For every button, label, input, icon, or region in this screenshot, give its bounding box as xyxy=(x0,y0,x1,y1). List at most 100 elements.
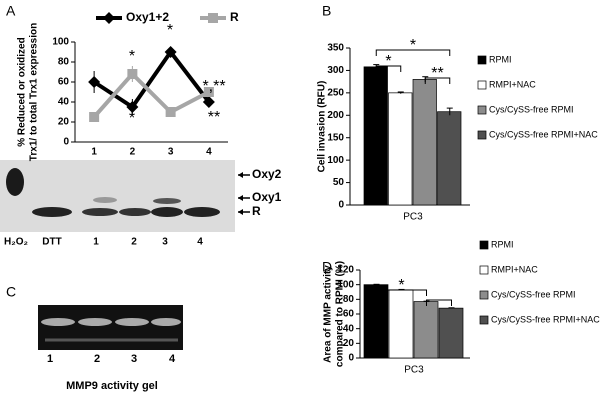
x-tick-label: 2 xyxy=(130,147,136,158)
y-tick-label: 80 xyxy=(343,294,355,305)
band-label: Oxy1 xyxy=(252,190,282,204)
y-tick-label: 80 xyxy=(58,57,70,68)
legend-swatch xyxy=(479,290,489,300)
bar xyxy=(413,301,439,359)
lane-label: 4 xyxy=(197,237,203,248)
annotation: ** xyxy=(431,65,443,82)
y-tick-label: 150 xyxy=(327,132,344,143)
legend-label: Cys/CySS-free RPMI+NAC xyxy=(489,129,598,139)
y-tick-label: 40 xyxy=(343,323,355,334)
marker xyxy=(164,46,177,58)
bar xyxy=(363,284,389,359)
arrow-head xyxy=(238,172,243,178)
annotation: * xyxy=(129,48,135,65)
y-axis-label: Cell invasion (RFU) xyxy=(317,81,328,173)
x-tick-label: 4 xyxy=(206,147,212,158)
bar xyxy=(412,79,437,206)
y-tick-label: 100 xyxy=(337,279,354,290)
bar xyxy=(437,111,462,206)
legend-label: Cys/CySS-free RPMI xyxy=(489,104,574,114)
y-tick-label: 200 xyxy=(327,110,344,121)
bracket xyxy=(426,299,452,306)
annotation: * xyxy=(410,37,416,54)
lane-label: DTT xyxy=(42,237,61,248)
arrow-head xyxy=(238,209,243,215)
bar xyxy=(388,289,414,359)
lane-label: 1 xyxy=(47,353,53,365)
legend-label: Cys/CySS-free RPMI xyxy=(491,289,576,299)
x-tick-label: PC3 xyxy=(403,212,423,223)
band-label: R xyxy=(252,204,261,218)
gel-caption: MMP9 activity gel xyxy=(66,380,158,392)
legend-label: RMPI+NAC xyxy=(489,79,536,89)
marker xyxy=(89,112,100,122)
bracket xyxy=(375,65,402,72)
annotation: *,** xyxy=(202,78,225,95)
panel-label: D xyxy=(322,259,332,275)
bracket xyxy=(375,49,451,56)
annotation: * xyxy=(385,53,391,70)
legend-swatch xyxy=(477,55,487,65)
lane-label: 1 xyxy=(93,237,99,248)
legend-label: Oxy1+2 xyxy=(126,10,169,24)
lane-label: H₂O₂ xyxy=(4,237,28,248)
gel-a xyxy=(0,160,235,232)
legend-marker xyxy=(208,13,218,23)
legend-label: RPMI xyxy=(489,54,512,64)
lane-label: 2 xyxy=(94,353,100,365)
bar xyxy=(438,307,464,359)
legend-label: RMPI+NAC xyxy=(491,264,538,274)
series-line xyxy=(92,71,210,119)
y-tick-label: 0 xyxy=(63,137,69,148)
legend-swatch xyxy=(477,80,487,90)
lane-label: 3 xyxy=(131,353,137,365)
y-axis-label: Trx1/ to total Trx1 expression xyxy=(29,23,40,161)
y-tick-label: 250 xyxy=(327,87,344,98)
y-tick-label: 100 xyxy=(52,37,69,48)
y-tick-label: 120 xyxy=(337,265,354,276)
arrow-head xyxy=(238,195,243,201)
lane-label: 4 xyxy=(169,353,176,365)
marker xyxy=(165,107,176,117)
annotation: * xyxy=(167,22,173,39)
y-tick-label: 50 xyxy=(333,177,345,188)
legend-swatch xyxy=(479,315,489,325)
lane-label: 3 xyxy=(162,237,168,248)
y-axis-label: compared to RPMI (%) xyxy=(335,261,346,367)
legend-marker xyxy=(103,12,115,24)
y-tick-label: 0 xyxy=(338,200,344,211)
y-tick-label: 60 xyxy=(343,309,355,320)
y-tick-label: 350 xyxy=(327,43,344,54)
legend-swatch xyxy=(477,105,487,115)
band-label: Oxy2 xyxy=(252,167,282,181)
marker xyxy=(88,76,101,88)
y-tick-label: 100 xyxy=(327,155,344,166)
y-tick-label: 40 xyxy=(58,97,70,108)
marker xyxy=(126,101,139,113)
legend-swatch xyxy=(479,265,489,275)
x-tick-label: 1 xyxy=(91,147,97,158)
y-axis-label: % Reduced or oxidized xyxy=(17,37,28,146)
legend-swatch xyxy=(477,130,487,140)
x-tick-label: 3 xyxy=(168,147,174,158)
marker xyxy=(202,96,215,108)
marker xyxy=(203,87,214,97)
y-tick-label: 20 xyxy=(343,338,355,349)
legend-swatch xyxy=(479,240,489,250)
bracket xyxy=(424,77,451,84)
gel-c xyxy=(38,305,183,350)
bracket xyxy=(376,289,427,296)
bar xyxy=(388,92,413,206)
bar xyxy=(363,66,388,206)
y-tick-label: 20 xyxy=(58,117,70,128)
annotation: * xyxy=(398,277,404,294)
panel-label: C xyxy=(6,284,16,300)
annotation: ** xyxy=(208,109,220,126)
marker xyxy=(127,69,138,79)
lane-label: 2 xyxy=(131,237,137,248)
legend-label: RPMI xyxy=(491,239,514,249)
legend-label: R xyxy=(230,10,239,24)
panel-label: B xyxy=(322,3,331,19)
y-tick-label: 300 xyxy=(327,65,344,76)
